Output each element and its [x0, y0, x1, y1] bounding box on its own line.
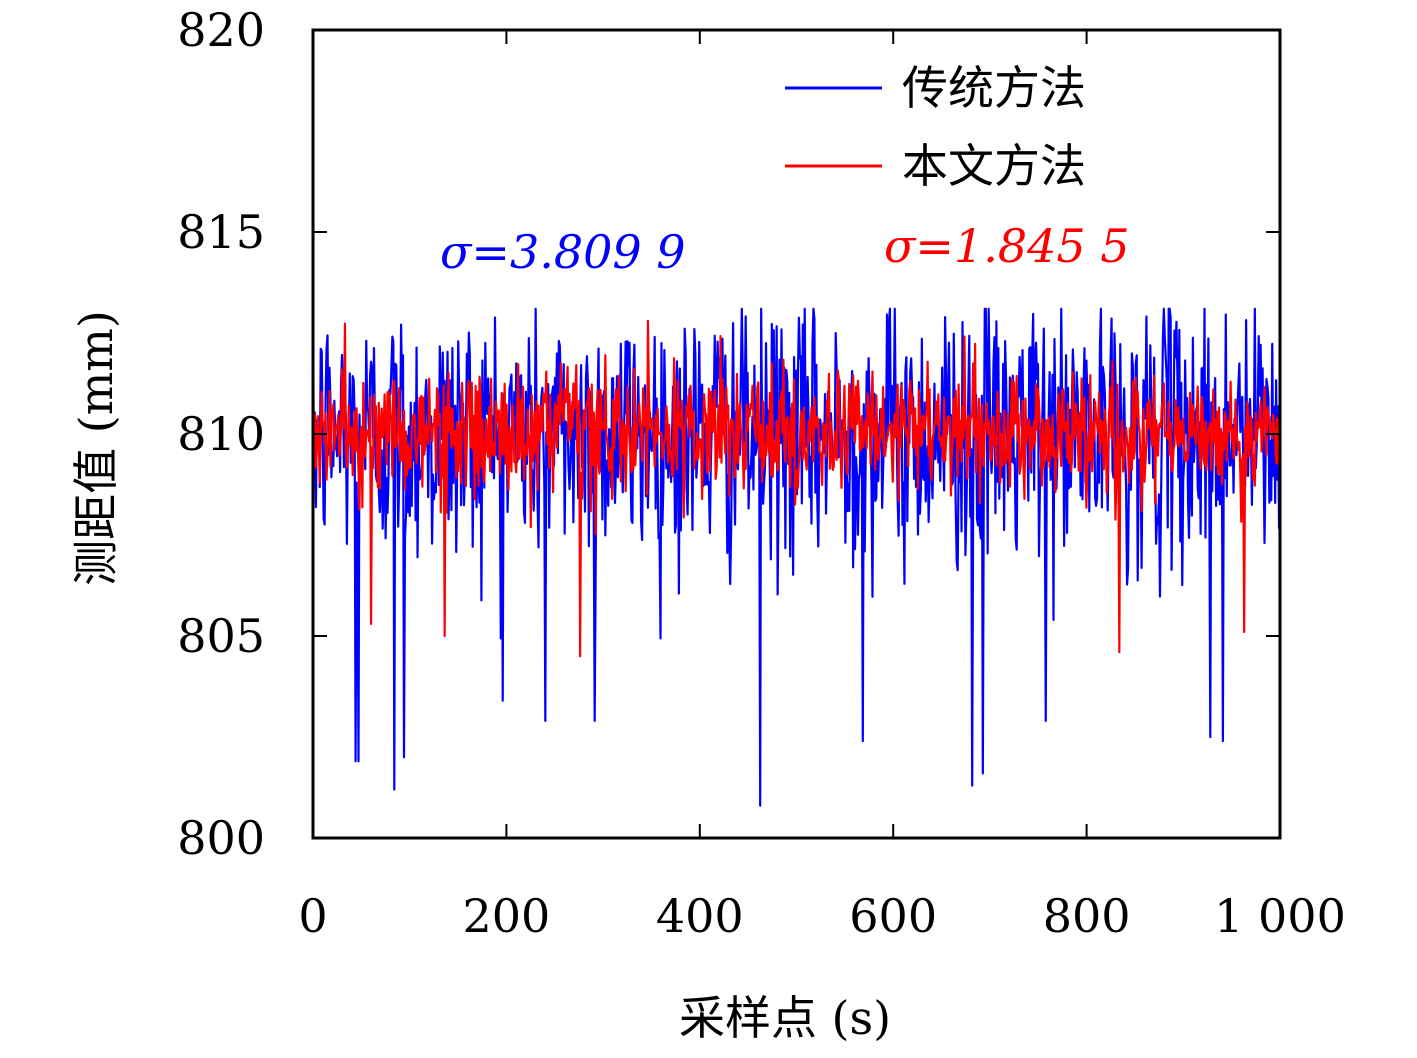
- x-axis-title: 采样点 (s): [679, 991, 891, 1045]
- x-tick-label: 1 000: [1214, 889, 1346, 943]
- x-tick-label: 0: [298, 889, 327, 943]
- y-axis-title: 测距值 (mm): [69, 310, 123, 586]
- legend-label-traditional: 传统方法: [902, 61, 1086, 115]
- legend: 传统方法 本文方法: [785, 61, 1086, 193]
- sigma-annotation-proposed: σ=1.845 5: [884, 219, 1130, 273]
- x-tick-label: 400: [656, 889, 744, 943]
- x-tick-label: 200: [462, 889, 550, 943]
- sigma-annotation-traditional: σ=3.809 9: [440, 225, 686, 279]
- legend-label-proposed: 本文方法: [902, 139, 1086, 193]
- tick-layer: 0 200 400 600 800 1 000 800 805 810 815 820: [177, 3, 1346, 943]
- series-line-proposed: [311, 319, 1282, 658]
- y-tick-label: 810: [177, 407, 265, 461]
- x-tick-label: 800: [1043, 889, 1131, 943]
- y-tick-label: 805: [177, 609, 265, 663]
- y-tick-label: 820: [177, 3, 265, 57]
- series-layer: [311, 307, 1282, 807]
- y-tick-label: 815: [177, 205, 265, 259]
- y-tick-label: 800: [177, 811, 265, 865]
- x-tick-label: 600: [849, 889, 937, 943]
